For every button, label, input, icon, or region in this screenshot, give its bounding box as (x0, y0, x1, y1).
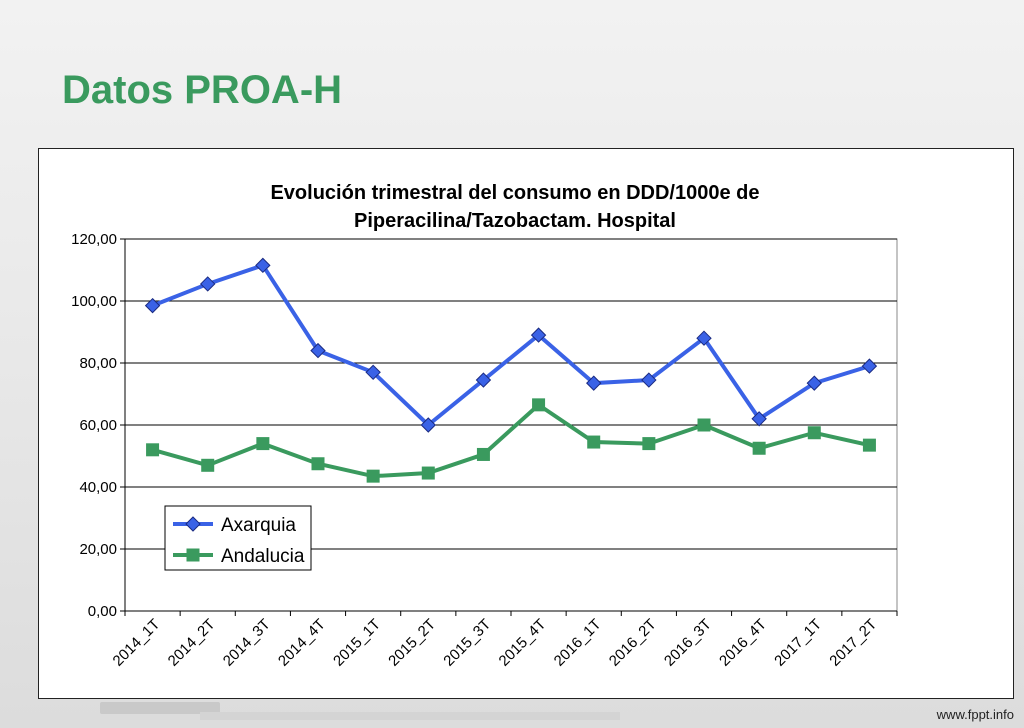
data-point-axarquia (751, 411, 767, 427)
data-point-andalucia (421, 466, 435, 480)
footer-decoration-strip (200, 712, 620, 720)
x-tick-label: 2015_2T (385, 616, 439, 670)
x-tick-label: 2016_2T (606, 616, 660, 670)
data-point-axarquia (310, 342, 326, 359)
y-tick-label: 80,00 (79, 355, 117, 372)
series-line-andalucia (152, 402, 870, 479)
y-tick-label: 20,00 (79, 541, 117, 558)
footer-url: www.fppt.info (936, 707, 1014, 722)
y-tick-label: 100,00 (71, 293, 117, 310)
data-point-andalucia (146, 443, 160, 457)
data-point-andalucia (532, 398, 546, 412)
legend-label-andalucia: Andalucia (221, 546, 305, 567)
data-point-andalucia (201, 458, 215, 472)
x-tick-label: 2014_3T (220, 616, 274, 670)
y-tick-label: 40,00 (79, 479, 117, 496)
legend-label-axarquia: Axarquia (221, 515, 296, 536)
chart-title-line-2: Piperacilina/Tazobactam. Hospital (354, 210, 676, 232)
data-point-andalucia (642, 437, 656, 451)
y-tick-label: 120,00 (71, 231, 117, 248)
footer-decoration (100, 702, 220, 714)
data-point-axarquia (530, 327, 547, 343)
x-tick-label: 2015_1T (330, 616, 384, 670)
data-point-axarquia (641, 372, 657, 388)
slide-title: Datos PROA-H (62, 68, 343, 112)
data-point-andalucia (752, 441, 766, 455)
data-point-axarquia (806, 375, 822, 391)
data-point-andalucia (256, 437, 270, 451)
x-tick-label: 2017_2T (826, 616, 880, 670)
x-tick-label: 2014_2T (165, 616, 219, 670)
data-point-andalucia (862, 438, 876, 452)
data-point-andalucia (807, 426, 821, 440)
x-tick-label: 2016_3T (661, 616, 715, 670)
x-tick-label: 2014_1T (110, 616, 164, 670)
data-point-axarquia (696, 330, 712, 346)
x-tick-label: 2015_3T (440, 616, 494, 670)
chart-title-line-1: Evolución trimestral del consumo en DDD/… (270, 182, 759, 204)
chart-frame: Evolución trimestral del consumo en DDD/… (38, 148, 1014, 699)
legend-marker-axarquia (185, 516, 201, 532)
data-point-andalucia (587, 435, 601, 449)
x-tick-label: 2015_4T (496, 616, 550, 670)
data-point-andalucia (311, 457, 325, 471)
data-point-axarquia (200, 276, 216, 292)
x-tick-label: 2016_1T (551, 616, 605, 670)
legend-marker-andalucia (186, 548, 200, 562)
x-tick-label: 2017_1T (771, 616, 825, 670)
data-point-axarquia (420, 417, 436, 433)
y-tick-label: 0,00 (88, 603, 117, 620)
data-point-axarquia (365, 364, 381, 381)
line-chart: Evolución trimestral del consumo en DDD/… (71, 182, 898, 670)
data-point-axarquia (255, 257, 271, 274)
data-point-axarquia (861, 358, 878, 374)
data-point-andalucia (366, 469, 380, 483)
data-point-andalucia (476, 447, 490, 461)
x-tick-label: 2014_4T (275, 616, 329, 670)
y-tick-label: 60,00 (79, 417, 117, 434)
data-point-axarquia (475, 372, 492, 388)
data-point-axarquia (586, 375, 602, 391)
data-point-andalucia (697, 418, 711, 432)
series-line-axarquia (151, 262, 871, 428)
data-point-axarquia (144, 297, 161, 314)
x-tick-label: 2016_4T (716, 616, 770, 670)
